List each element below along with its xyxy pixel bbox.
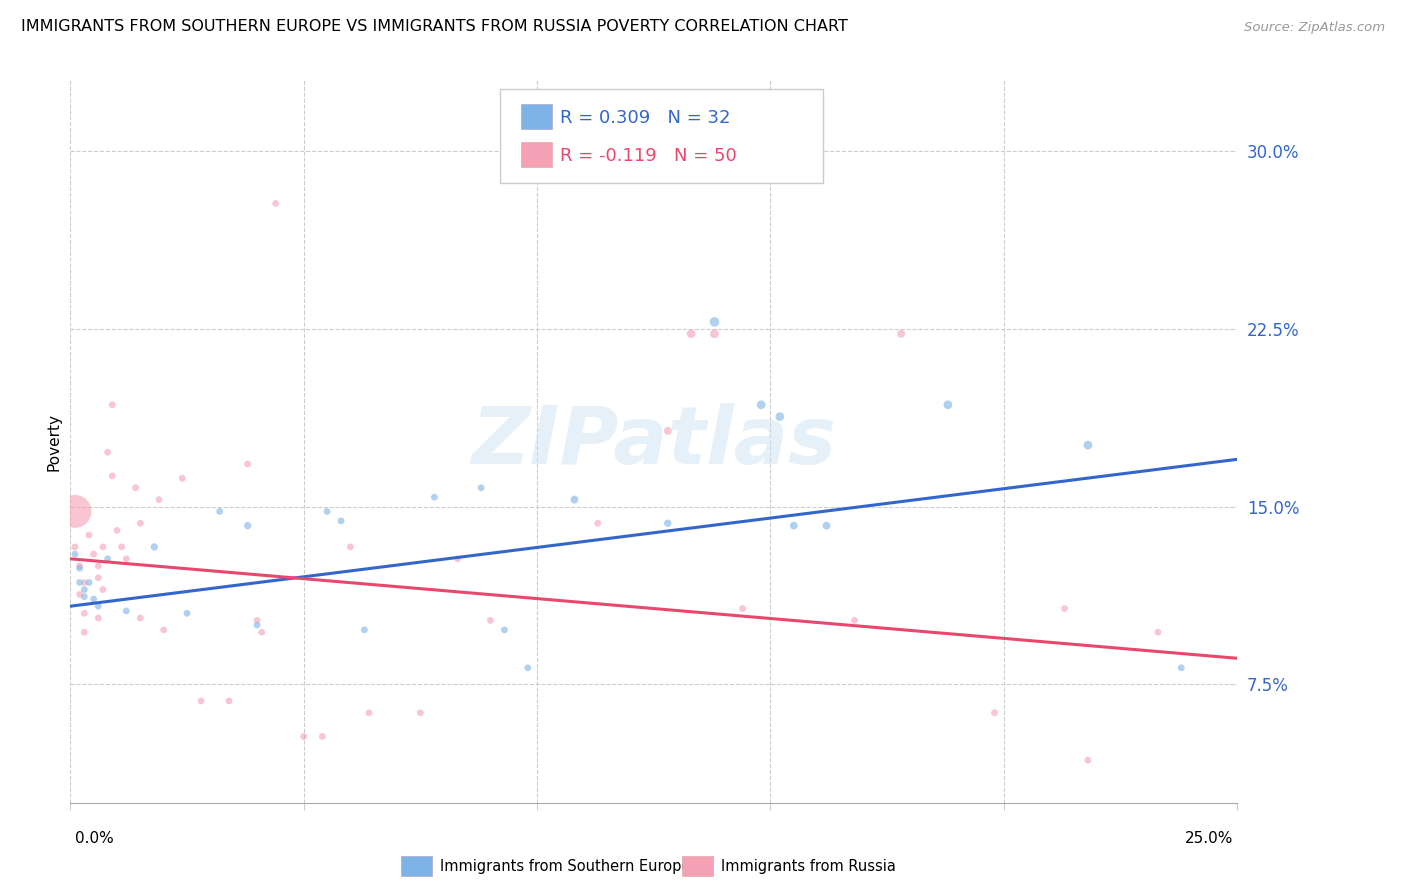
Point <box>564 492 586 507</box>
Point <box>111 540 134 554</box>
Point <box>69 558 91 573</box>
Point <box>172 471 194 485</box>
Point <box>73 582 96 597</box>
Point <box>731 601 754 615</box>
Point <box>236 518 259 533</box>
Text: Source: ZipAtlas.com: Source: ZipAtlas.com <box>1244 21 1385 34</box>
Point <box>77 575 100 590</box>
Point <box>264 196 287 211</box>
Point <box>208 504 231 518</box>
Point <box>83 592 105 607</box>
Point <box>115 604 138 618</box>
Point <box>1077 438 1099 452</box>
Point <box>1170 661 1192 675</box>
Point <box>91 582 114 597</box>
Point <box>101 398 124 412</box>
Text: Immigrants from Southern Europe: Immigrants from Southern Europe <box>440 859 690 873</box>
Point <box>87 571 110 585</box>
Point <box>250 625 273 640</box>
Point <box>246 618 269 632</box>
Point <box>176 607 198 621</box>
Point <box>246 614 269 628</box>
Point <box>101 469 124 483</box>
Point <box>105 524 128 538</box>
Point <box>769 409 792 424</box>
Point <box>1147 625 1170 640</box>
Point <box>69 587 91 601</box>
Point <box>69 575 91 590</box>
Point <box>703 315 725 329</box>
Text: 25.0%: 25.0% <box>1185 831 1233 846</box>
Point <box>236 457 259 471</box>
Point <box>447 551 470 566</box>
Point <box>681 326 703 341</box>
Point <box>516 661 538 675</box>
Point <box>97 445 120 459</box>
Point <box>124 481 146 495</box>
Point <box>749 398 772 412</box>
Point <box>470 481 492 495</box>
Point <box>73 607 96 621</box>
Point <box>657 424 679 438</box>
Point <box>339 540 361 554</box>
Point <box>1077 753 1099 767</box>
Point <box>73 590 96 604</box>
Point <box>218 694 240 708</box>
Point <box>983 706 1005 720</box>
Point <box>152 623 174 637</box>
Point <box>63 540 86 554</box>
Point <box>87 599 110 614</box>
Point <box>353 623 375 637</box>
Point <box>316 504 339 518</box>
Point <box>1053 601 1076 615</box>
Point <box>783 518 806 533</box>
Point <box>83 547 105 561</box>
Point <box>890 326 912 341</box>
Point <box>148 492 170 507</box>
Point <box>936 398 959 412</box>
Text: ZIPatlas: ZIPatlas <box>471 402 837 481</box>
Point <box>330 514 353 528</box>
Point <box>657 516 679 531</box>
Point <box>190 694 212 708</box>
Text: R = -0.119   N = 50: R = -0.119 N = 50 <box>560 147 737 165</box>
Point <box>129 611 152 625</box>
Text: 0.0%: 0.0% <box>75 831 114 846</box>
Point <box>815 518 838 533</box>
Point <box>77 528 100 542</box>
Point <box>97 551 120 566</box>
Point <box>423 490 446 504</box>
Point <box>87 558 110 573</box>
Point <box>115 551 138 566</box>
Point <box>479 614 502 628</box>
Point <box>586 516 609 531</box>
Point <box>357 706 380 720</box>
Point <box>292 730 315 744</box>
Point <box>311 730 333 744</box>
Point <box>63 547 86 561</box>
Point <box>73 625 96 640</box>
Text: Immigrants from Russia: Immigrants from Russia <box>721 859 896 873</box>
Point <box>143 540 166 554</box>
Text: IMMIGRANTS FROM SOUTHERN EUROPE VS IMMIGRANTS FROM RUSSIA POVERTY CORRELATION CH: IMMIGRANTS FROM SOUTHERN EUROPE VS IMMIG… <box>21 20 848 34</box>
Point <box>87 611 110 625</box>
Point <box>494 623 516 637</box>
Point <box>69 561 91 575</box>
Point <box>63 504 86 518</box>
Point <box>91 540 114 554</box>
Point <box>409 706 432 720</box>
Y-axis label: Poverty: Poverty <box>46 412 62 471</box>
Point <box>703 326 725 341</box>
Point <box>129 516 152 531</box>
Text: R = 0.309   N = 32: R = 0.309 N = 32 <box>560 109 731 127</box>
Point <box>844 614 866 628</box>
Point <box>73 575 96 590</box>
